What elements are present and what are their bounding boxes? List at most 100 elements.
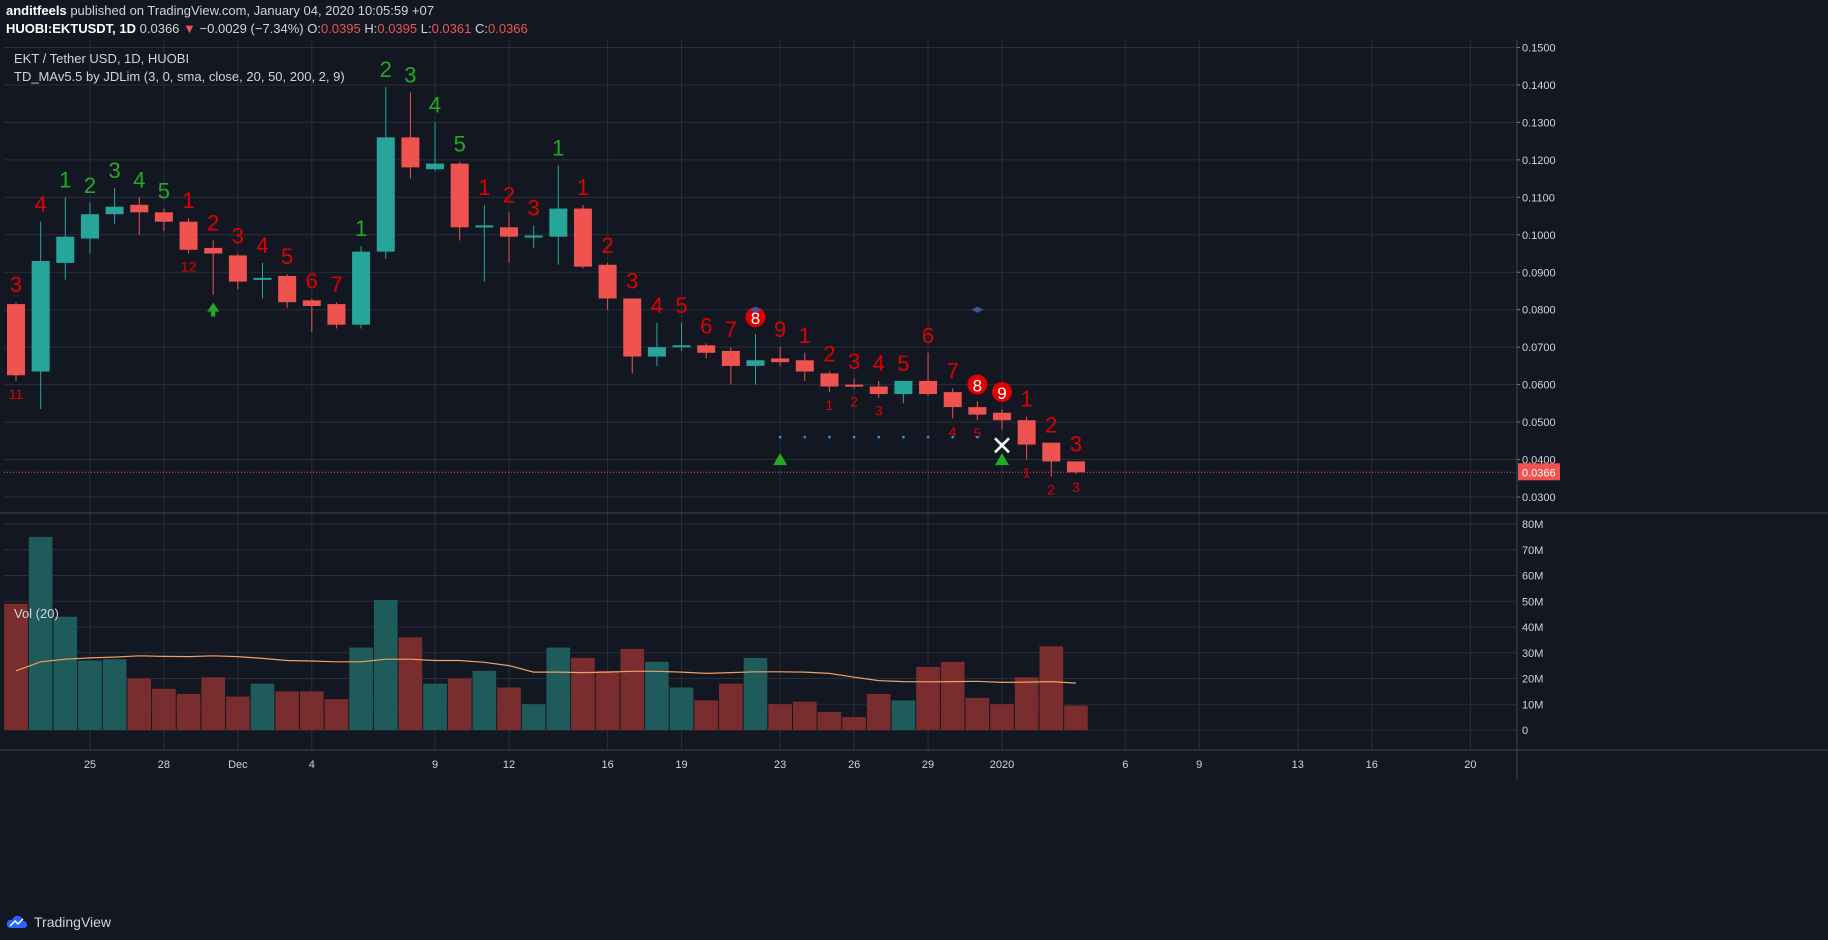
price-tick-label: 0.1500 xyxy=(1522,42,1556,54)
close-label: C: xyxy=(474,21,488,36)
volume-bar xyxy=(152,688,176,730)
diamond-marker xyxy=(971,306,984,313)
series-legend-title[interactable]: EKT / Tether USD, 1D, HUOBI xyxy=(14,51,190,66)
volume-bar xyxy=(1039,646,1064,730)
candle-body xyxy=(795,360,814,372)
price-tick-label: 0.0300 xyxy=(1522,492,1556,504)
candle-body xyxy=(968,407,987,415)
td-count-label: 2 xyxy=(823,342,835,367)
indicator-legend[interactable]: TD_MAv5.5 by JDLim (3, 0, sma, close, 20… xyxy=(14,69,345,84)
author-name[interactable]: anditfeels xyxy=(6,3,67,18)
candle-body xyxy=(573,208,592,267)
brand-name: TradingView xyxy=(34,914,112,930)
volume-bar xyxy=(595,670,620,730)
td-countdown-label: 2 xyxy=(1047,481,1055,497)
volume-bar xyxy=(891,700,916,730)
volume-bar xyxy=(349,647,373,730)
buy-triangle-marker xyxy=(995,453,1009,466)
setup-circle-marker xyxy=(967,374,988,395)
volume-bar xyxy=(842,717,866,730)
volume-bar xyxy=(299,691,324,730)
time-tick-label: 20 xyxy=(1464,759,1476,771)
volume-legend[interactable]: Vol (20) xyxy=(14,606,59,621)
candle-body xyxy=(302,300,321,306)
time-tick-label: 26 xyxy=(848,759,860,771)
tradingview-logo[interactable]: TradingView xyxy=(6,914,111,930)
time-tick-label: 12 xyxy=(503,759,515,771)
volume-bar xyxy=(275,691,299,730)
volume-bar xyxy=(28,536,53,730)
setup-circle-marker xyxy=(745,307,766,328)
volume-bar xyxy=(447,678,472,730)
td-count-label: 9 xyxy=(997,384,1006,403)
volume-bar xyxy=(53,616,78,730)
candle-body xyxy=(327,304,346,325)
last-price: 0.0366 xyxy=(139,21,180,36)
support-dot xyxy=(778,435,782,439)
td-count-label: 8 xyxy=(973,376,982,395)
open-value: 0.0395 xyxy=(320,21,361,36)
time-tick-label: 25 xyxy=(84,759,96,771)
price-tick-label: 0.0900 xyxy=(1522,267,1556,279)
time-tick-label: 4 xyxy=(309,759,315,771)
volume-bar xyxy=(916,666,940,730)
time-tick-label: 2020 xyxy=(990,759,1014,771)
candle-body xyxy=(746,360,765,366)
publish-header: anditfeels published on TradingView.com,… xyxy=(0,0,1828,40)
td-countdown-label: 3 xyxy=(1072,479,1080,495)
open-label: O: xyxy=(307,21,321,36)
price-tick-label: 0.0800 xyxy=(1522,305,1556,317)
price-tick-label: 0.1400 xyxy=(1522,80,1556,92)
arrow-up-icon xyxy=(207,302,220,317)
td-count-label: 9 xyxy=(774,317,786,342)
time-tick-label: 28 xyxy=(158,759,170,771)
td-count-label: 2 xyxy=(1045,413,1057,438)
td-countdown-label: 3 xyxy=(875,403,883,419)
td-countdown-label: 2 xyxy=(850,393,858,409)
td-countdown-label: 12 xyxy=(181,259,197,275)
candle-body xyxy=(993,412,1011,421)
price-tick-label: 0.0700 xyxy=(1522,342,1556,354)
volume-bar xyxy=(423,683,447,730)
footer: TradingView xyxy=(0,906,1828,940)
td-count-label: 5 xyxy=(897,351,909,376)
change-value: −0.0029 (−7.34%) xyxy=(199,21,304,36)
time-tick-label: 23 xyxy=(774,759,786,771)
td-count-label: 1 xyxy=(478,175,490,200)
volume-bar xyxy=(571,657,595,730)
candle-body xyxy=(549,208,568,237)
td-count-label: 4 xyxy=(35,192,47,217)
td-count-label: 6 xyxy=(306,268,318,293)
td-count-label: 5 xyxy=(158,179,170,204)
volume-tick-label: 40M xyxy=(1522,622,1543,634)
volume-tick-label: 50M xyxy=(1522,596,1543,608)
candle-body xyxy=(228,255,247,282)
td-count-label: 4 xyxy=(429,92,441,117)
td-count-label: 2 xyxy=(207,210,219,235)
td-count-label: 3 xyxy=(108,158,120,183)
volume-bar xyxy=(645,661,669,730)
candle-body xyxy=(179,221,198,250)
price-tick-label: 0.1300 xyxy=(1522,117,1556,129)
volume-tick-label: 10M xyxy=(1522,699,1543,711)
volume-tick-label: 60M xyxy=(1522,571,1543,583)
support-dot xyxy=(877,435,881,439)
candle-body xyxy=(56,236,75,263)
low-value: 0.0361 xyxy=(431,21,472,36)
td-count-label: 1 xyxy=(577,175,589,200)
published-text: published on TradingView.com, January 04… xyxy=(70,3,434,18)
candle-body xyxy=(1042,442,1061,462)
ohlc-line: HUOBI:EKTUSDT, 1D 0.0366 ▼ −0.0029 (−7.3… xyxy=(6,21,528,36)
td-count-label: 4 xyxy=(873,351,885,376)
candle-body xyxy=(31,261,50,372)
candle-body xyxy=(500,227,518,237)
candle-body xyxy=(845,384,864,387)
volume-tick-label: 30M xyxy=(1522,648,1543,660)
td-count-label: 1 xyxy=(355,216,367,241)
candle-body xyxy=(869,386,888,394)
close-value: 0.0366 xyxy=(487,21,528,36)
candle-body xyxy=(771,358,790,363)
low-label: L: xyxy=(420,21,432,36)
td-count-label: 3 xyxy=(404,62,416,87)
